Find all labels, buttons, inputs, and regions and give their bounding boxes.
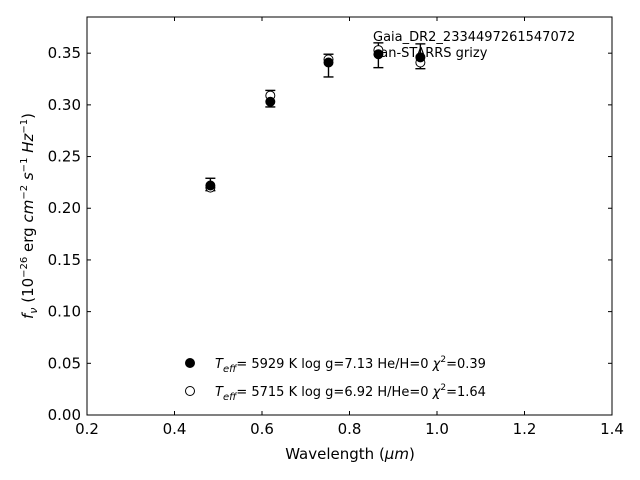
y-tick-labels: 0.00 0.05 0.10 0.15 0.20 0.25 0.30 0.35	[48, 44, 81, 424]
y-tick-label: 0.30	[48, 96, 81, 114]
y-tick-label: 0.00	[48, 406, 81, 424]
y-tick-label: 0.35	[48, 44, 81, 62]
axis-ticks	[86, 17, 613, 416]
series-open-markers	[205, 45, 426, 193]
x-tick-label: 1.2	[513, 420, 537, 438]
legend-marker-open	[185, 386, 195, 396]
legend: Teff= 5929 K log g=7.13 He/H=0 χ2=0.39 T…	[185, 355, 486, 403]
point-filled	[323, 57, 334, 68]
photometry-annotation: Pan-STARRS grizy	[373, 46, 488, 61]
series-filled-markers	[205, 49, 426, 191]
y-tick-label: 0.10	[48, 303, 81, 321]
x-tick-label: 1.0	[425, 420, 449, 438]
point-filled	[373, 49, 384, 60]
x-tick-labels: 0.2 0.4 0.6 0.8 1.0 1.2 1.4	[75, 420, 624, 438]
legend-entry-open: Teff= 5715 K log g=6.92 H/He=0 χ2=1.64	[215, 383, 486, 403]
y-tick-label: 0.25	[48, 148, 81, 166]
legend-entry-filled: Teff= 5929 K log g=7.13 He/H=0 χ2=0.39	[215, 355, 486, 375]
plot-frame	[86, 16, 613, 416]
legend-marker-filled	[185, 358, 195, 368]
x-tick-label: 0.4	[163, 420, 187, 438]
x-tick-label: 0.8	[338, 420, 362, 438]
y-tick-label: 0.20	[48, 199, 81, 217]
x-tick-label: 0.2	[75, 420, 99, 438]
object-name-annotation: Gaia_DR2_2334497261547072	[373, 30, 575, 45]
point-filled	[205, 180, 216, 191]
y-tick-label: 0.05	[48, 354, 81, 372]
point-filled	[265, 96, 276, 107]
x-axis-label: Wavelength (μm)	[285, 445, 415, 463]
observed-errorbars	[205, 42, 426, 192]
point-filled	[415, 52, 426, 63]
x-tick-label: 1.4	[600, 420, 624, 438]
y-tick-label: 0.15	[48, 251, 81, 269]
x-tick-label: 0.6	[250, 420, 274, 438]
y-axis-label: fν (10−26 erg cm−2 s−1 Hz−1)	[19, 113, 40, 319]
